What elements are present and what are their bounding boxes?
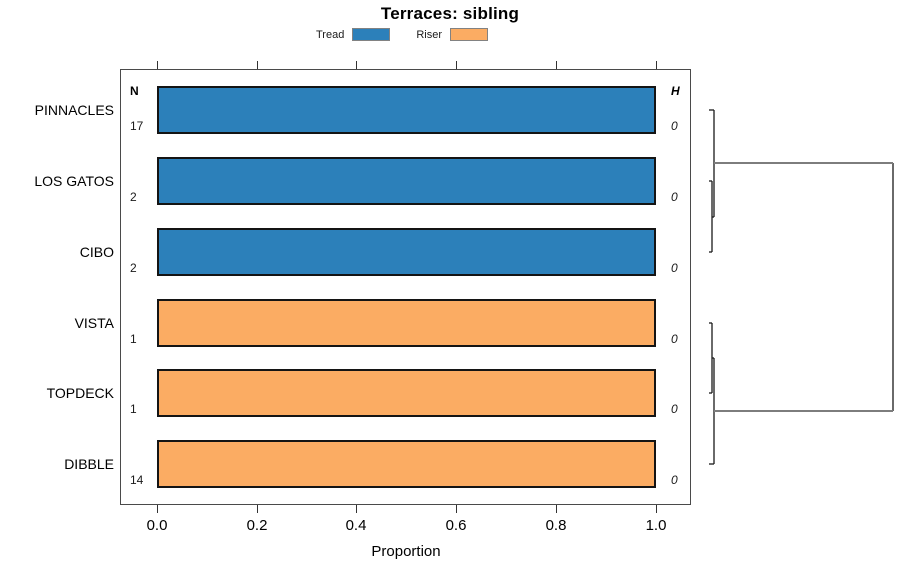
legend-swatch-riser (450, 28, 488, 41)
bottom-axis-tick (257, 505, 259, 513)
top-axis-tick (456, 61, 458, 69)
bottom-axis-tick (356, 505, 358, 513)
x-tick-label: 0.2 (246, 517, 268, 534)
category-label: PINNACLES (34, 102, 114, 118)
bar-row (157, 86, 656, 134)
top-axis-tick (656, 61, 658, 69)
count-value: 17 (130, 119, 144, 133)
count-value: 2 (130, 261, 137, 275)
x-tick-label: 1.0 (645, 517, 667, 534)
x-tick-label: 0.4 (345, 517, 367, 534)
top-axis-tick (556, 61, 558, 69)
bar-los-gatos (157, 157, 656, 205)
bar-row (157, 369, 656, 417)
chart-title: Terraces: sibling (380, 4, 520, 23)
category-label: VISTA (74, 315, 114, 331)
height-value: 0 (671, 190, 678, 204)
bottom-axis-tick (157, 505, 159, 513)
category-label: TOPDECK (46, 385, 114, 401)
top-axis-tick (356, 61, 358, 69)
bar-cibo (157, 228, 656, 276)
bar-vista (157, 299, 656, 347)
bar-topdeck (157, 369, 656, 417)
height-value: 0 (671, 473, 678, 487)
category-label: CIBO (79, 244, 114, 260)
legend-item-riser: Riser (416, 28, 488, 41)
legend-swatch-tread (352, 28, 391, 41)
count-value: 14 (130, 473, 144, 487)
legend-label-tread: Tread (316, 28, 345, 41)
top-axis-tick (257, 61, 259, 69)
height-column-header: H (671, 84, 680, 98)
height-value: 0 (671, 119, 678, 133)
legend-item-tread: Tread (316, 28, 391, 41)
bottom-axis-tick (556, 505, 558, 513)
legend: Tread Riser (316, 28, 488, 41)
count-value: 2 (130, 190, 137, 204)
bottom-axis-tick (456, 505, 458, 513)
bar-row (157, 440, 656, 488)
height-value: 0 (671, 332, 678, 346)
count-column-header: N (130, 84, 139, 98)
bar-row (157, 299, 656, 347)
height-value: 0 (671, 402, 678, 416)
category-label: DIBBLE (64, 456, 114, 472)
x-axis-title: Proportion (371, 543, 441, 560)
plot-area (120, 69, 691, 505)
legend-label-riser: Riser (416, 28, 442, 41)
category-label: LOS GATOS (34, 173, 114, 189)
count-value: 1 (130, 332, 137, 346)
count-value: 1 (130, 402, 137, 416)
bottom-axis-tick (656, 505, 658, 513)
height-value: 0 (671, 261, 678, 275)
bar-pinnacles (157, 86, 656, 134)
x-tick-label: 0.0 (146, 517, 168, 534)
bar-dibble (157, 440, 656, 488)
bar-row (157, 157, 656, 205)
x-tick-label: 0.6 (445, 517, 467, 534)
bar-row (157, 228, 656, 276)
x-tick-label: 0.8 (545, 517, 567, 534)
top-axis-tick (157, 61, 159, 69)
